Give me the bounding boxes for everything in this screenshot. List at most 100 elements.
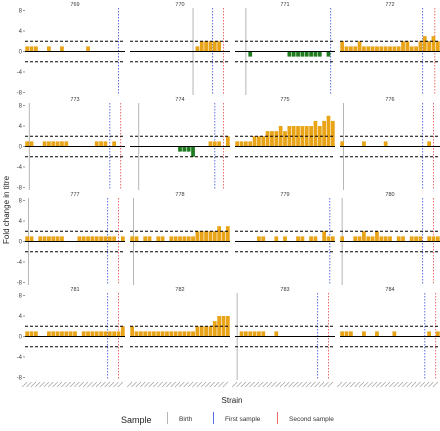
bar xyxy=(208,41,213,52)
x-tick-label xyxy=(363,381,369,388)
bar xyxy=(42,141,47,147)
x-tick-label xyxy=(367,381,373,388)
bar xyxy=(60,141,64,147)
x-tick-label xyxy=(39,381,45,388)
bar xyxy=(375,331,379,337)
bar xyxy=(375,231,379,242)
x-tick-label xyxy=(113,381,119,388)
bar xyxy=(340,141,345,147)
bar xyxy=(414,236,418,242)
bar xyxy=(64,331,69,337)
bar xyxy=(51,331,56,337)
bar xyxy=(195,231,200,242)
x-tick-label xyxy=(179,381,185,388)
bar xyxy=(291,126,296,147)
bar xyxy=(366,46,371,52)
bar xyxy=(414,46,418,52)
bar xyxy=(191,331,195,337)
bar xyxy=(212,231,217,242)
x-tick-label xyxy=(144,381,150,388)
panel-label-783: 783 xyxy=(280,287,289,293)
x-tick-label xyxy=(288,381,294,388)
x-tick-label xyxy=(301,381,307,388)
bar xyxy=(29,46,34,52)
x-tick-label xyxy=(21,381,28,388)
bar xyxy=(208,141,213,147)
x-tick-label xyxy=(222,381,229,388)
bar xyxy=(25,236,30,242)
bar xyxy=(186,146,191,152)
bar xyxy=(25,46,30,52)
bar xyxy=(388,236,392,242)
bar xyxy=(103,331,108,337)
bar xyxy=(130,326,135,337)
x-tick-label xyxy=(380,381,386,388)
bar xyxy=(182,236,187,242)
bar xyxy=(396,46,401,52)
x-tick-label xyxy=(253,381,260,388)
bar xyxy=(221,231,226,242)
bar xyxy=(33,46,38,52)
bar xyxy=(239,141,244,147)
bar xyxy=(173,331,178,337)
x-tick-label xyxy=(74,381,80,388)
bar xyxy=(287,51,292,57)
y-tick-label: 0 xyxy=(19,240,23,246)
bar xyxy=(296,126,300,147)
bar xyxy=(435,331,440,337)
bar xyxy=(169,236,174,242)
bar xyxy=(274,131,279,147)
bar xyxy=(309,236,313,242)
panel-label-778: 778 xyxy=(175,192,184,198)
bar xyxy=(55,141,60,147)
x-tick-label xyxy=(341,381,347,388)
legend-label-birth: Birth xyxy=(179,416,193,423)
y-tick-label: 8 xyxy=(19,199,23,205)
bar xyxy=(112,141,117,147)
bar xyxy=(383,141,388,147)
panel-label-780: 780 xyxy=(385,192,394,198)
bar xyxy=(225,226,230,242)
bar xyxy=(435,236,440,242)
bar xyxy=(195,326,200,337)
bar xyxy=(257,236,261,242)
x-tick-label xyxy=(209,381,215,388)
x-tick-label xyxy=(410,381,417,388)
bar xyxy=(86,236,90,242)
x-tick-label xyxy=(428,381,434,388)
y-tick-label: 4 xyxy=(19,219,23,225)
x-tick-label xyxy=(126,381,133,388)
bar xyxy=(265,131,270,147)
bar xyxy=(427,41,432,52)
x-tick-label xyxy=(266,381,273,388)
y-tick-label: 4 xyxy=(19,314,23,320)
bar xyxy=(435,41,440,52)
bar xyxy=(156,236,161,242)
bar xyxy=(243,331,248,337)
bar xyxy=(309,51,313,57)
x-tick-label xyxy=(108,381,115,388)
bar xyxy=(296,51,300,57)
x-tick-label xyxy=(157,381,163,388)
x-tick-label xyxy=(161,381,168,388)
panel-label-772: 772 xyxy=(385,2,394,8)
bar xyxy=(195,46,200,52)
y-axis-title: Fold change in titre xyxy=(2,175,11,244)
bar xyxy=(147,236,152,242)
bar xyxy=(409,46,414,52)
x-tick-label xyxy=(271,381,277,388)
x-axis-title: Strain xyxy=(222,396,243,405)
bar xyxy=(120,236,125,242)
x-tick-label xyxy=(131,381,137,388)
x-tick-label xyxy=(275,381,281,388)
bar xyxy=(47,141,51,147)
bar xyxy=(257,136,261,147)
panel-label-777: 777 xyxy=(70,192,79,198)
x-tick-label xyxy=(65,381,71,388)
bar xyxy=(409,236,414,242)
bar xyxy=(348,46,353,52)
bar xyxy=(317,51,322,57)
bar xyxy=(116,331,121,337)
y-tick-label: 4 xyxy=(19,29,23,35)
bar xyxy=(313,236,318,242)
